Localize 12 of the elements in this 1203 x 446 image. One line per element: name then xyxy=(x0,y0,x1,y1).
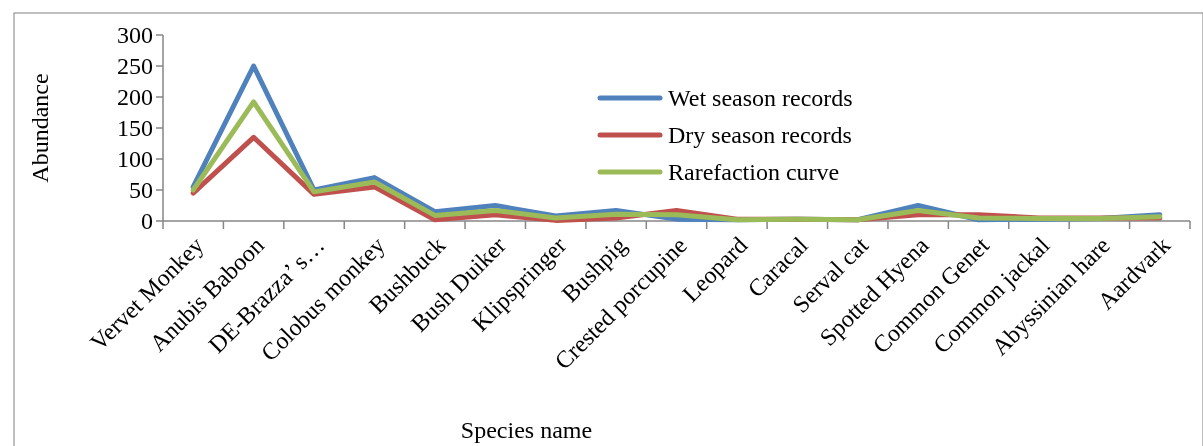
legend-label: Dry season records xyxy=(668,122,852,149)
y-tick-label: 100 xyxy=(117,146,153,173)
x-axis-title: Species name xyxy=(460,417,593,443)
y-tick-label: 50 xyxy=(129,177,153,204)
y-tick-label: 250 xyxy=(117,53,153,80)
y-tick-label: 150 xyxy=(117,115,153,142)
legend-label: Wet season records xyxy=(668,85,853,112)
y-tick-label: 0 xyxy=(141,208,153,235)
y-tick-label: 300 xyxy=(117,22,153,49)
legend-label: Rarefaction curve xyxy=(668,159,840,186)
y-axis-title: Abundance xyxy=(27,73,53,183)
y-tick-label: 200 xyxy=(117,84,153,111)
